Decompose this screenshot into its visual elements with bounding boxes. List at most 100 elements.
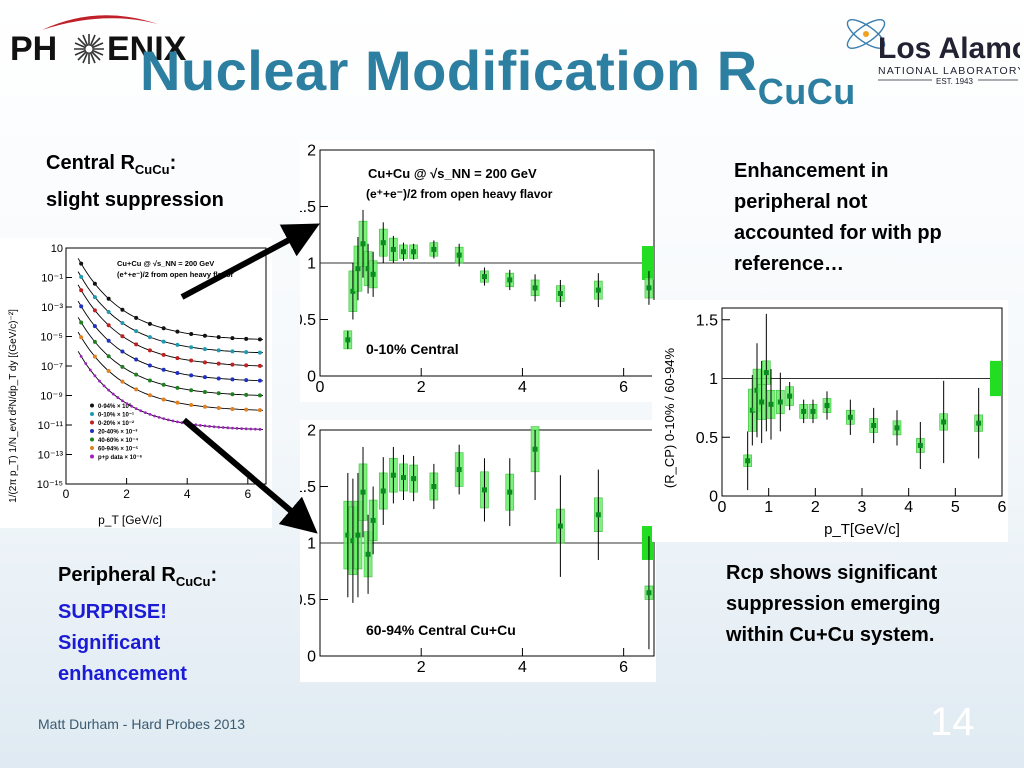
central-data-point	[365, 266, 371, 272]
peripheral-data-point	[507, 489, 513, 495]
spectra-legend-marker	[90, 446, 94, 450]
spectra-data-point	[180, 421, 184, 425]
central-ytick-label: 0.5	[300, 312, 316, 329]
spectra-data-point	[147, 335, 152, 340]
lanl-line2: NATIONAL LABORATORY	[878, 65, 1020, 77]
spectra-legend-label: 60-94% × 10⁻⁵	[98, 447, 138, 453]
spectra-data-point	[257, 363, 262, 368]
spectra-data-point	[134, 372, 139, 377]
central-data-point	[481, 274, 487, 280]
rcp-data-point	[759, 399, 765, 405]
rcp-xtick-label: 0	[718, 499, 727, 516]
spectra-legend-label: 0-10% × 10⁻¹	[98, 412, 134, 419]
spectra-data-point	[106, 309, 111, 314]
spectra-data-point	[79, 274, 84, 279]
spectra-data-point	[93, 374, 97, 378]
spectra-ytick-label: 10⁻⁷	[41, 361, 63, 373]
spectra-xtick-label: 4	[184, 487, 191, 501]
central-data-point	[431, 246, 437, 252]
spectra-data-point	[161, 339, 166, 344]
enhancement-caption: Enhancement in peripheral not accounted …	[734, 160, 942, 275]
central-data-point	[532, 285, 538, 291]
spectra-data-point	[202, 404, 207, 409]
lanl-logo: Los Alamos NATIONAL LABORATORY EST. 1943	[846, 19, 1020, 86]
spectra-legend-label: 20-40% × 10⁻³	[98, 429, 137, 436]
spectra-ytick-label: 10⁻⁹	[40, 391, 63, 403]
rcp-data-point	[745, 458, 751, 464]
central-data-point	[595, 287, 601, 293]
spectra-label2: (e⁺+e⁻)/2 from open heavy flavor	[117, 270, 234, 279]
lanl-est: EST. 1943	[936, 77, 973, 86]
rcp-data-point	[777, 399, 783, 405]
central-xtick-label: 2	[417, 379, 426, 396]
spectra-data-point	[79, 261, 84, 266]
spectra-data-point	[230, 406, 235, 411]
central-xtick-label: 0	[316, 379, 325, 396]
central-ytick-label: 0	[307, 369, 316, 386]
spectra-data-point	[134, 329, 139, 334]
central-ytick-label: 1.5	[300, 199, 316, 216]
peripheral-data-point	[481, 487, 487, 493]
spectra-data-point	[257, 393, 262, 398]
spectra-data-point	[230, 392, 235, 397]
spectra-data-point	[226, 426, 230, 430]
spectra-data-point	[217, 425, 221, 429]
spectra-legend-marker	[90, 437, 94, 442]
spectra-data-point	[134, 407, 138, 411]
peripheral-data-point	[345, 532, 351, 538]
spectra-data-point	[134, 342, 139, 347]
spectra-data-point	[143, 411, 147, 415]
peripheral-data-point	[431, 484, 437, 489]
spectra-data-point	[92, 339, 97, 344]
spectra-data-point	[79, 288, 84, 293]
spectra-data-point	[257, 378, 262, 383]
central-data-point	[370, 271, 376, 277]
peripheral-chart: 60-94% Central Cu+Cu 0 0.5 1 1.5 2 2 4 6	[300, 420, 656, 682]
spectra-data-point	[189, 388, 194, 393]
rcp-xtick-label: 2	[811, 499, 820, 516]
spectra-legend-marker	[90, 454, 94, 459]
spectra-data-point	[257, 408, 262, 413]
peripheral-data-point	[595, 512, 601, 518]
spectra-data-point	[176, 420, 179, 424]
spectra-data-point	[216, 348, 221, 353]
peripheral-data-point	[532, 446, 538, 452]
spectra-data-point	[79, 335, 84, 340]
page-title: Nuclear Modification RCuCu	[140, 39, 856, 112]
spectra-data-point	[189, 373, 194, 378]
rcp-data-point	[768, 401, 774, 407]
central-xtick-label: 6	[619, 379, 628, 396]
spectra-data-point	[120, 349, 125, 354]
spectra-data-point	[171, 419, 175, 423]
spectra-ytick-label: 10⁻¹⁵	[37, 479, 63, 491]
peripheral-norm-box	[642, 526, 654, 560]
rcp-ytick-label: 0.5	[696, 430, 718, 447]
rcp-data-point	[941, 419, 947, 425]
central-data-point	[456, 252, 462, 258]
central-data-point	[401, 249, 406, 255]
rcp-ylabel: (R_CP) 0-10% / 60-94%	[662, 347, 677, 488]
spectra-data-point	[106, 296, 111, 301]
spectra-data-point	[202, 347, 207, 352]
page-number: 14	[930, 700, 975, 744]
spectra-data-point	[189, 402, 194, 407]
spectra-data-point	[106, 354, 111, 359]
spectra-data-point	[134, 387, 139, 392]
spectra-legend-label: 40-60% × 10⁻⁴	[98, 438, 138, 444]
spectra-xlabel: p_T [GeV/c]	[98, 513, 162, 527]
peripheral-data-point	[401, 474, 406, 480]
spectra-data-point	[230, 362, 235, 367]
spectra-data-point	[198, 423, 202, 427]
spectra-data-point	[166, 418, 170, 422]
central-label1: Cu+Cu @ √s_NN = 200 GeV	[368, 166, 537, 181]
spectra-data-point	[106, 323, 111, 328]
rcp-data-point	[871, 423, 877, 428]
rcp-ytick-label: 1.5	[696, 312, 718, 329]
spectra-chart: Cu+Cu @ √s_NN = 200 GeV (e⁺+e⁻)/2 from o…	[0, 238, 272, 528]
spectra-data-point	[107, 388, 111, 392]
spectra-data-point	[257, 350, 262, 355]
spectra-data-point	[175, 342, 180, 347]
spectra-data-point	[258, 427, 262, 431]
peripheral-caption: Peripheral RCuCu: SURPRISE! Significant …	[58, 564, 218, 685]
spectra-data-point	[134, 357, 139, 362]
